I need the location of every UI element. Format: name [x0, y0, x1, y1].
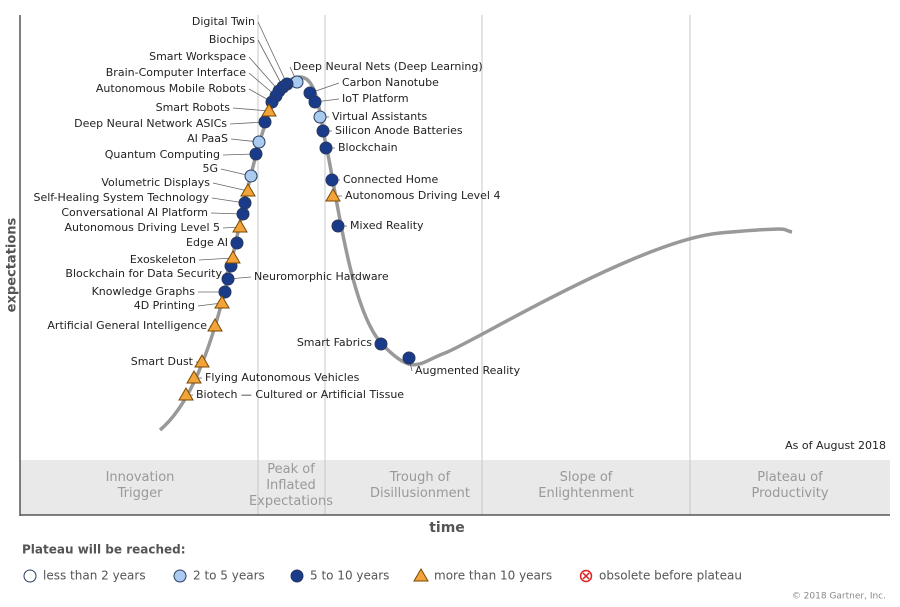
technology-label: Edge AI [186, 236, 228, 249]
technologies: Deep Neural Nets (Deep Learning) Virtual … [33, 15, 520, 401]
technology-marker [238, 196, 252, 210]
y-axis-label: expectations [5, 217, 20, 312]
phase-label: Innovation Trigger [105, 470, 175, 501]
x-axis-label: time [429, 520, 465, 536]
technology-label: Knowledge Graphs [92, 285, 196, 298]
legend-label: 5 to 10 years [310, 569, 389, 583]
technology-marker [178, 387, 194, 401]
legend-title: Plateau will be reached: [22, 543, 186, 557]
technology-label: Artificial General Intelligence [47, 319, 207, 332]
technology-label: Silicon Anode Batteries [335, 124, 463, 137]
leader-line [257, 39, 284, 88]
technology-marker [316, 124, 330, 138]
technology-label: 5G [202, 162, 218, 175]
technology-label: Blockchain [338, 141, 398, 154]
technology-label: Mixed Reality [350, 219, 424, 232]
technology-marker [313, 110, 327, 124]
technology-label: Augmented Reality [415, 364, 521, 377]
technology-label: Self-Healing System Technology [33, 191, 209, 204]
technology-marker [194, 354, 210, 368]
technology-marker [232, 219, 248, 233]
technology-label: Conversational AI Platform [61, 206, 208, 219]
technology-marker [240, 183, 256, 197]
phase-label: Peak of Inflated Expectations [248, 462, 334, 509]
technology-label: Volumetric Displays [101, 176, 210, 189]
phase-label: Slope of Enlightenment [538, 470, 634, 501]
technology-label: 4D Printing [134, 299, 195, 312]
technology-label: Exoskeleton [130, 253, 196, 266]
legend-label: more than 10 years [434, 569, 552, 583]
legend: less than 2 years 2 to 5 years 5 to 10 yea… [23, 568, 742, 583]
technology-marker [249, 147, 263, 161]
technology-marker [325, 188, 341, 202]
technology-label: Digital Twin [192, 15, 255, 28]
technology-label: Deep Neural Network ASICs [74, 117, 227, 130]
phase-band [20, 460, 890, 515]
technology-label: Neuromorphic Hardware [254, 270, 389, 283]
leader-line [212, 182, 249, 192]
technology-label: Quantum Computing [105, 148, 220, 161]
technology-label: Flying Autonomous Vehicles [205, 371, 360, 384]
technology-marker [214, 295, 230, 309]
technology-label: AI PaaS [187, 132, 228, 145]
leader-line [257, 21, 288, 85]
technology-label: Smart Workspace [149, 50, 246, 63]
technology-marker [252, 135, 266, 149]
technology-marker [325, 173, 339, 187]
legend-label: less than 2 years [43, 569, 146, 583]
technology-marker [221, 272, 235, 286]
technology-marker [261, 103, 277, 117]
marker-cross [582, 572, 590, 580]
leader-line [232, 107, 270, 112]
technology-marker [308, 95, 322, 109]
technology-marker [230, 236, 244, 250]
technology-marker [236, 207, 250, 221]
technology-label: Carbon Nanotube [342, 76, 439, 89]
legend-marker [23, 569, 37, 583]
legend-marker [579, 569, 593, 583]
technology-marker [186, 370, 202, 384]
technology-marker [331, 219, 345, 233]
technology-label: Smart Fabrics [297, 336, 372, 349]
technology-marker [244, 169, 258, 183]
technology-marker [207, 318, 223, 332]
technology-label: Brain-Computer Interface [106, 66, 246, 79]
technology-marker [225, 250, 241, 264]
technology-label: Smart Robots [156, 101, 231, 114]
legend-label: obsolete before plateau [599, 569, 742, 583]
as-of: As of August 2018 [785, 439, 886, 452]
legend-marker [173, 569, 187, 583]
copyright: © 2018 Gartner, Inc. [792, 592, 886, 602]
technology-label: Blockchain for Data Security [65, 267, 222, 280]
technology-marker [258, 115, 272, 129]
technology-label: Autonomous Driving Level 5 [65, 221, 220, 234]
technology-label: Autonomous Mobile Robots [96, 82, 246, 95]
technology-marker [319, 141, 333, 155]
technology-label: Connected Home [343, 173, 438, 186]
technology-label: Deep Neural Nets (Deep Learning) [293, 60, 483, 73]
legend-marker [413, 568, 429, 582]
phase-dividers [257, 15, 691, 515]
technology-marker [374, 337, 388, 351]
technology-marker [218, 285, 232, 299]
leader-line [198, 257, 234, 261]
technology-label: Smart Dust [131, 355, 194, 368]
leader-line [248, 56, 280, 92]
legend-marker [290, 569, 304, 583]
technology-marker [402, 351, 416, 365]
legend-label: 2 to 5 years [193, 569, 265, 583]
technology-label: Autonomous Driving Level 4 [345, 189, 500, 202]
technology-label: Virtual Assistants [332, 110, 428, 123]
phase-label: Plateau of Productivity [751, 470, 829, 501]
technology-label: Biotech — Cultured or Artificial Tissue [196, 388, 404, 401]
technology-label: Biochips [209, 33, 255, 46]
technology-label: IoT Platform [342, 92, 409, 105]
phase-label: Trough of Disillusionment [369, 470, 471, 501]
